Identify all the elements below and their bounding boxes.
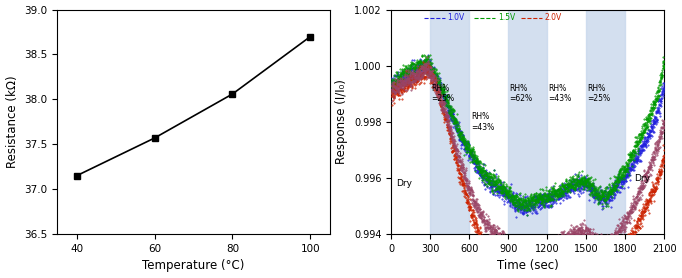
Text: RH%
=62%: RH% =62% xyxy=(509,84,533,103)
Bar xyxy=(508,9,547,234)
Text: 1.0V: 1.0V xyxy=(447,13,464,23)
Text: RH%
=43%: RH% =43% xyxy=(548,84,572,103)
Text: 2.0V: 2.0V xyxy=(545,13,562,23)
Text: RH%
=25%: RH% =25% xyxy=(431,84,454,103)
Text: 1.5V: 1.5V xyxy=(498,13,515,23)
Bar xyxy=(430,9,469,234)
X-axis label: Temperature (°C): Temperature (°C) xyxy=(143,259,245,272)
Bar xyxy=(587,9,625,234)
Text: Dry: Dry xyxy=(634,173,650,183)
X-axis label: Time (sec): Time (sec) xyxy=(497,259,559,272)
Y-axis label: Resistance (kΩ): Resistance (kΩ) xyxy=(5,76,18,168)
Text: RH%
=43%: RH% =43% xyxy=(472,112,495,131)
Text: Dry: Dry xyxy=(396,179,413,188)
Y-axis label: Response (I/I₀): Response (I/I₀) xyxy=(336,80,349,164)
Text: RH%
=25%: RH% =25% xyxy=(587,84,610,103)
